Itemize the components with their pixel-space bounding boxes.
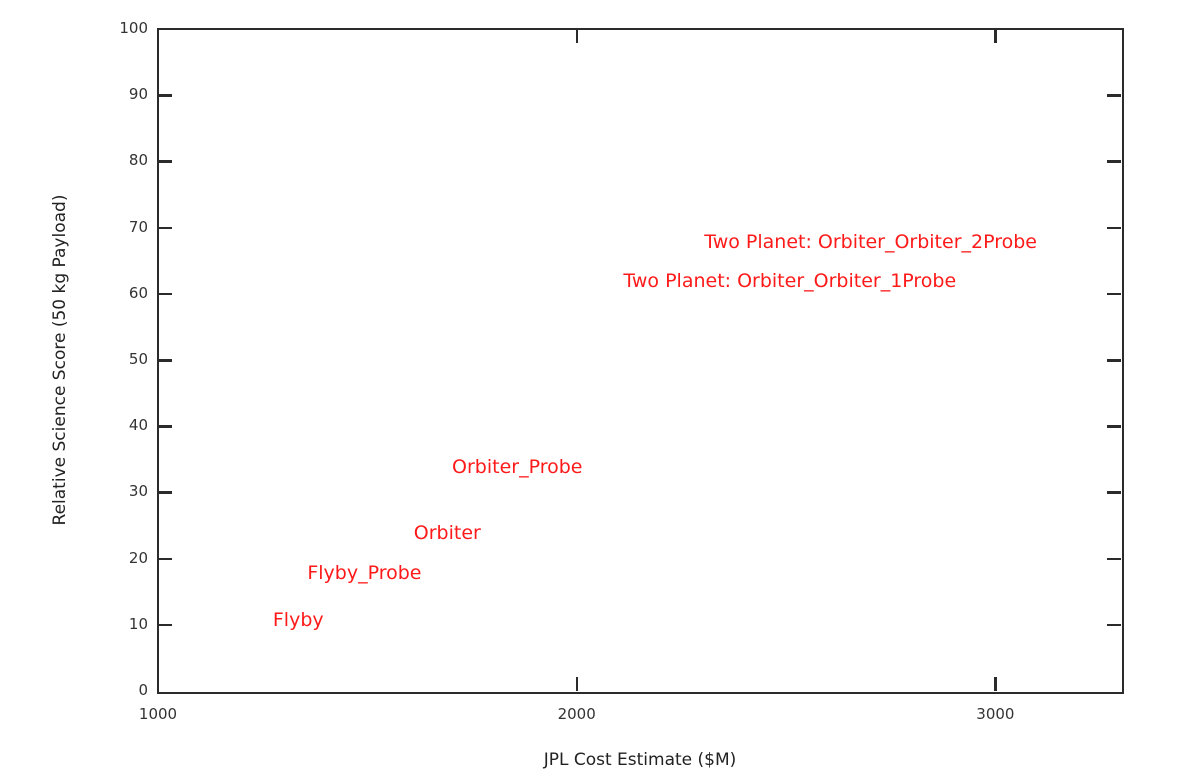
y-tick-mark [1107,292,1121,296]
y-tick-label: 20 [128,548,148,567]
y-tick-label: 0 [138,681,148,699]
x-tick-label: 3000 [976,705,1015,723]
data-point-label: Flyby_Probe [307,562,422,585]
y-tick-label: 70 [128,217,148,236]
y-tick-mark [1107,160,1121,163]
y-tick-mark [1107,425,1121,428]
y-tick-label: 80 [128,151,148,170]
y-tick-mark [158,226,172,230]
x-tick-label: 2000 [557,705,596,723]
y-tick-mark [158,292,172,296]
y-tick-mark [158,94,172,97]
y-tick-mark [1107,226,1121,230]
y-tick-mark [158,623,172,627]
plot-area [157,28,1124,694]
y-tick-mark [158,425,172,428]
x-axis-label: JPL Cost Estimate ($M) [543,750,737,770]
y-tick-label: 50 [128,350,148,368]
y-tick-label: 30 [128,482,148,501]
y-tick-label: 40 [128,416,148,435]
y-tick-label: 10 [128,614,148,633]
y-tick-mark [158,491,172,494]
data-point-label: Flyby [272,609,324,632]
x-tick-label: 1000 [138,705,178,723]
y-tick-mark [158,557,172,561]
data-point-label: Orbiter_Probe [452,455,583,478]
y-tick-mark [1107,94,1121,97]
y-tick-mark [1107,623,1121,627]
y-tick-mark [1107,491,1121,494]
x-tick-mark [575,29,579,43]
y-tick-label: 100 [119,19,148,37]
x-tick-mark [994,29,997,43]
y-tick-label: 60 [128,283,148,302]
y-axis-label: Relative Science Score (50 kg Payload) [50,194,70,526]
y-tick-mark [1107,557,1121,561]
y-tick-mark [158,359,172,362]
y-tick-mark [158,160,172,163]
data-point-label: Two Planet: Orbiter_Orbiter_1Probe [623,269,957,292]
y-tick-mark [1107,359,1121,362]
y-tick-label: 90 [128,85,148,104]
x-tick-mark [994,677,997,691]
data-point-label: Orbiter [413,522,481,545]
data-point-label: Two Planet: Orbiter_Orbiter_2Probe [704,230,1037,253]
x-tick-mark [575,677,579,691]
